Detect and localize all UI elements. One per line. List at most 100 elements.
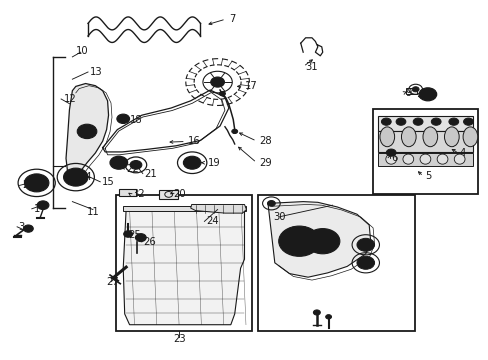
Text: 28: 28 xyxy=(259,136,271,146)
Text: 24: 24 xyxy=(206,216,219,226)
Circle shape xyxy=(110,156,127,169)
Ellipse shape xyxy=(462,127,477,147)
Text: 21: 21 xyxy=(144,168,157,179)
Circle shape xyxy=(398,120,403,123)
Text: 14: 14 xyxy=(80,172,92,182)
Text: 29: 29 xyxy=(259,158,271,168)
Circle shape xyxy=(418,88,436,101)
Text: 1: 1 xyxy=(34,204,41,214)
Ellipse shape xyxy=(444,127,458,147)
Ellipse shape xyxy=(422,127,437,147)
Text: 26: 26 xyxy=(143,237,156,247)
Circle shape xyxy=(433,120,438,123)
Bar xyxy=(372,109,477,194)
Circle shape xyxy=(284,230,313,252)
Circle shape xyxy=(37,201,49,210)
Polygon shape xyxy=(267,202,370,277)
Circle shape xyxy=(305,229,339,254)
Circle shape xyxy=(133,163,138,167)
Text: 2: 2 xyxy=(22,180,28,190)
Text: 30: 30 xyxy=(273,212,285,222)
Circle shape xyxy=(231,129,237,134)
Text: 13: 13 xyxy=(89,67,102,77)
Text: 9: 9 xyxy=(405,88,411,98)
Circle shape xyxy=(386,149,395,156)
Text: 19: 19 xyxy=(207,158,220,168)
Circle shape xyxy=(412,118,422,125)
Circle shape xyxy=(313,310,320,315)
Text: 10: 10 xyxy=(76,46,88,56)
Ellipse shape xyxy=(385,154,396,164)
Circle shape xyxy=(450,120,455,123)
Circle shape xyxy=(123,231,132,237)
Text: 7: 7 xyxy=(228,14,235,24)
Circle shape xyxy=(130,161,142,169)
Circle shape xyxy=(120,117,126,121)
Bar xyxy=(377,153,472,166)
Circle shape xyxy=(63,168,88,186)
Ellipse shape xyxy=(402,154,413,164)
Bar xyxy=(258,195,414,331)
Circle shape xyxy=(411,87,418,92)
Circle shape xyxy=(395,118,405,125)
Text: 31: 31 xyxy=(305,62,318,72)
Circle shape xyxy=(383,120,388,123)
Bar xyxy=(116,195,251,331)
Text: 32: 32 xyxy=(132,189,144,199)
Text: 23: 23 xyxy=(173,334,185,344)
Circle shape xyxy=(188,160,196,166)
Circle shape xyxy=(135,234,146,242)
Circle shape xyxy=(83,129,91,134)
Circle shape xyxy=(77,124,97,139)
Text: 16: 16 xyxy=(188,136,201,147)
Text: 27: 27 xyxy=(106,276,119,287)
Polygon shape xyxy=(123,209,244,325)
Ellipse shape xyxy=(436,154,447,164)
Text: 6: 6 xyxy=(390,153,397,163)
Circle shape xyxy=(24,174,49,192)
Circle shape xyxy=(219,91,225,96)
Circle shape xyxy=(463,118,472,125)
Polygon shape xyxy=(190,204,246,213)
Text: 4: 4 xyxy=(459,148,465,158)
Ellipse shape xyxy=(419,154,430,164)
Circle shape xyxy=(422,91,432,98)
Ellipse shape xyxy=(453,154,464,164)
Bar xyxy=(159,190,178,199)
Bar xyxy=(377,131,472,152)
Ellipse shape xyxy=(379,127,394,147)
Text: 8: 8 xyxy=(424,92,430,102)
Circle shape xyxy=(267,201,275,206)
Circle shape xyxy=(73,175,78,179)
Circle shape xyxy=(23,225,33,232)
Bar xyxy=(119,189,136,196)
Text: 25: 25 xyxy=(128,230,141,240)
Circle shape xyxy=(278,226,319,256)
Circle shape xyxy=(210,77,224,87)
Circle shape xyxy=(311,233,333,249)
Circle shape xyxy=(125,232,130,236)
Text: 5: 5 xyxy=(425,171,431,181)
Bar xyxy=(405,88,416,94)
Circle shape xyxy=(465,120,470,123)
Polygon shape xyxy=(66,84,108,178)
Text: 3: 3 xyxy=(19,222,25,232)
Circle shape xyxy=(117,114,129,123)
Circle shape xyxy=(448,118,458,125)
Circle shape xyxy=(318,238,326,244)
Circle shape xyxy=(325,315,331,319)
Bar xyxy=(377,116,472,131)
Text: 11: 11 xyxy=(86,207,99,217)
Text: 22: 22 xyxy=(126,164,139,174)
Text: 15: 15 xyxy=(102,177,114,187)
Circle shape xyxy=(381,118,390,125)
Circle shape xyxy=(430,118,440,125)
Circle shape xyxy=(183,156,201,169)
Circle shape xyxy=(114,159,123,166)
Bar xyxy=(123,206,246,211)
Ellipse shape xyxy=(401,127,415,147)
Text: 20: 20 xyxy=(173,189,186,199)
Circle shape xyxy=(415,120,420,123)
Text: 18: 18 xyxy=(129,114,142,125)
Circle shape xyxy=(294,238,304,245)
